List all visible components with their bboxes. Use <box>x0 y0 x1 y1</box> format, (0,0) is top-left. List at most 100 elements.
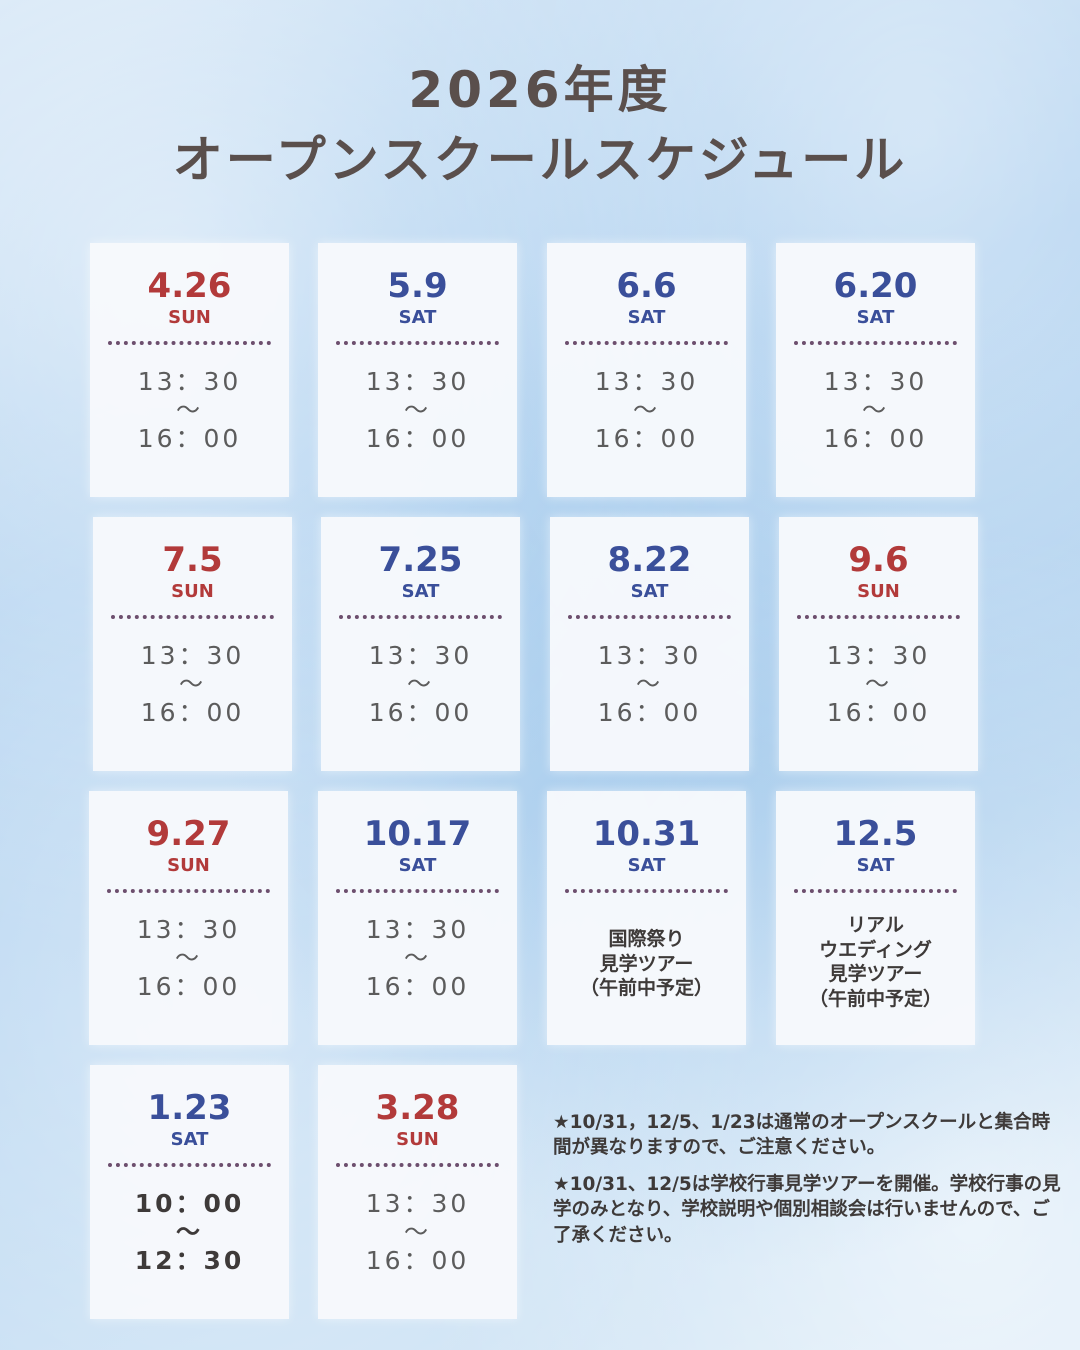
schedule-card: 7.25 SAT 13：30 〜 16：00 <box>321 517 520 771</box>
time-separator: 〜 <box>175 944 202 972</box>
time-end: 16：00 <box>823 424 928 453</box>
card-date: 7.25 <box>378 540 463 580</box>
time-separator: 〜 <box>176 396 203 424</box>
card-day: SUN <box>396 1129 439 1150</box>
schedule-card-event: 12.5 SAT リアル ウエディング 見学ツアー （午前中予定） <box>776 791 975 1045</box>
card-time: 10：00 〜 12：30 <box>90 1191 289 1273</box>
schedule-card: 4.26 SUN 13：30 〜 16：00 <box>90 243 289 497</box>
time-start: 13：30 <box>365 367 470 396</box>
card-time: 13：30 〜 16：00 <box>318 1191 517 1273</box>
schedule-card: 6.20 SAT 13：30 〜 16：00 <box>776 243 975 497</box>
title-year: 2026年度 <box>408 61 672 119</box>
card-date: 1.23 <box>147 1088 232 1128</box>
card-date: 3.28 <box>375 1088 460 1128</box>
time-start: 13：30 <box>137 367 242 396</box>
schedule-card: 6.6 SAT 13：30 〜 16：00 <box>547 243 746 497</box>
card-day: SAT <box>398 855 437 876</box>
card-date: 12.5 <box>833 814 918 854</box>
card-time: 13：30 〜 16：00 <box>318 917 517 999</box>
card-event: 国際祭り 見学ツアー （午前中予定） <box>547 927 746 1001</box>
dotted-divider <box>108 341 271 345</box>
card-date: 5.9 <box>387 266 448 306</box>
card-day: SAT <box>401 581 440 602</box>
time-separator: 〜 <box>636 670 663 698</box>
dotted-divider <box>107 889 270 893</box>
card-time: 13：30 〜 16：00 <box>547 369 746 451</box>
card-time: 13：30 〜 16：00 <box>776 369 975 451</box>
time-end: 16：00 <box>140 698 245 727</box>
card-day: SUN <box>171 581 214 602</box>
card-day: SAT <box>170 1129 209 1150</box>
card-day: SUN <box>857 581 900 602</box>
schedule-card: 9.6 SUN 13：30 〜 16：00 <box>779 517 978 771</box>
time-start: 13：30 <box>823 367 928 396</box>
time-end: 16：00 <box>365 1246 470 1275</box>
schedule-card: 10.17 SAT 13：30 〜 16：00 <box>318 791 517 1045</box>
card-date: 10.31 <box>592 814 701 854</box>
schedule-card-event: 10.31 SAT 国際祭り 見学ツアー （午前中予定） <box>547 791 746 1045</box>
card-date: 9.6 <box>848 540 909 580</box>
card-time: 13：30 〜 16：00 <box>318 369 517 451</box>
event-line: ウエディング <box>819 938 932 961</box>
notes: ★10/31，12/5、1/23は通常のオープンスクールと集合時間が異なりますの… <box>553 1110 1063 1260</box>
schedule-card: 9.27 SUN 13：30 〜 16：00 <box>89 791 288 1045</box>
card-time: 13：30 〜 16：00 <box>89 917 288 999</box>
note-event-tour: ★10/31、12/5は学校行事見学ツアーを開催。学校行事の見学のみとなり、学校… <box>553 1174 1061 1246</box>
time-start: 13：30 <box>136 915 241 944</box>
time-start: 13：30 <box>826 641 931 670</box>
schedule-card: 3.28 SUN 13：30 〜 16：00 <box>318 1065 517 1319</box>
time-start: 13：30 <box>368 641 473 670</box>
time-end: 16：00 <box>365 424 470 453</box>
dotted-divider <box>339 615 502 619</box>
schedule-card: 7.5 SUN 13：30 〜 16：00 <box>93 517 292 771</box>
time-end: 16：00 <box>365 972 470 1001</box>
dotted-divider <box>336 1163 499 1167</box>
card-day: SUN <box>168 307 211 328</box>
dotted-divider <box>794 889 957 893</box>
time-separator: 〜 <box>404 1218 431 1246</box>
dotted-divider <box>336 889 499 893</box>
time-separator: 〜 <box>865 670 892 698</box>
card-time: 13：30 〜 16：00 <box>93 643 292 725</box>
page-title: 2026年度 オープンスクールスケジュール <box>0 61 1080 189</box>
time-start: 10：00 <box>134 1189 245 1218</box>
dotted-divider <box>565 889 728 893</box>
event-line: （午前中予定） <box>808 988 942 1011</box>
time-end: 12：30 <box>134 1246 245 1275</box>
event-line: 国際祭り <box>608 928 685 950</box>
time-end: 16：00 <box>826 698 931 727</box>
event-line: 見学ツアー <box>599 952 694 975</box>
time-start: 13：30 <box>140 641 245 670</box>
time-separator: 〜 <box>176 1218 203 1246</box>
time-separator: 〜 <box>179 670 206 698</box>
dotted-divider <box>794 341 957 345</box>
title-main: オープンスクールスケジュール <box>172 130 908 189</box>
card-day: SAT <box>627 307 666 328</box>
time-end: 16：00 <box>137 424 242 453</box>
card-day: SAT <box>398 307 437 328</box>
card-day: SAT <box>630 581 669 602</box>
dotted-divider <box>336 341 499 345</box>
event-line: 見学ツアー <box>828 963 923 986</box>
card-event: リアル ウエディング 見学ツアー （午前中予定） <box>776 913 975 1012</box>
dotted-divider <box>565 341 728 345</box>
card-date: 10.17 <box>363 814 472 854</box>
schedule-card: 5.9 SAT 13：30 〜 16：00 <box>318 243 517 497</box>
schedule-card: 1.23 SAT 10：00 〜 12：30 <box>90 1065 289 1319</box>
event-line: リアル <box>847 914 904 936</box>
card-time: 13：30 〜 16：00 <box>90 369 289 451</box>
time-end: 16：00 <box>136 972 241 1001</box>
time-end: 16：00 <box>594 424 699 453</box>
note-time-difference: ★10/31，12/5、1/23は通常のオープンスクールと集合時間が異なりますの… <box>553 1112 1051 1159</box>
card-date: 8.22 <box>607 540 692 580</box>
time-separator: 〜 <box>404 944 431 972</box>
card-day: SAT <box>856 855 895 876</box>
card-time: 13：30 〜 16：00 <box>321 643 520 725</box>
time-end: 16：00 <box>368 698 473 727</box>
dotted-divider <box>797 615 960 619</box>
time-separator: 〜 <box>407 670 434 698</box>
time-separator: 〜 <box>633 396 660 424</box>
card-day: SAT <box>856 307 895 328</box>
card-date: 4.26 <box>147 266 232 306</box>
time-start: 13：30 <box>594 367 699 396</box>
